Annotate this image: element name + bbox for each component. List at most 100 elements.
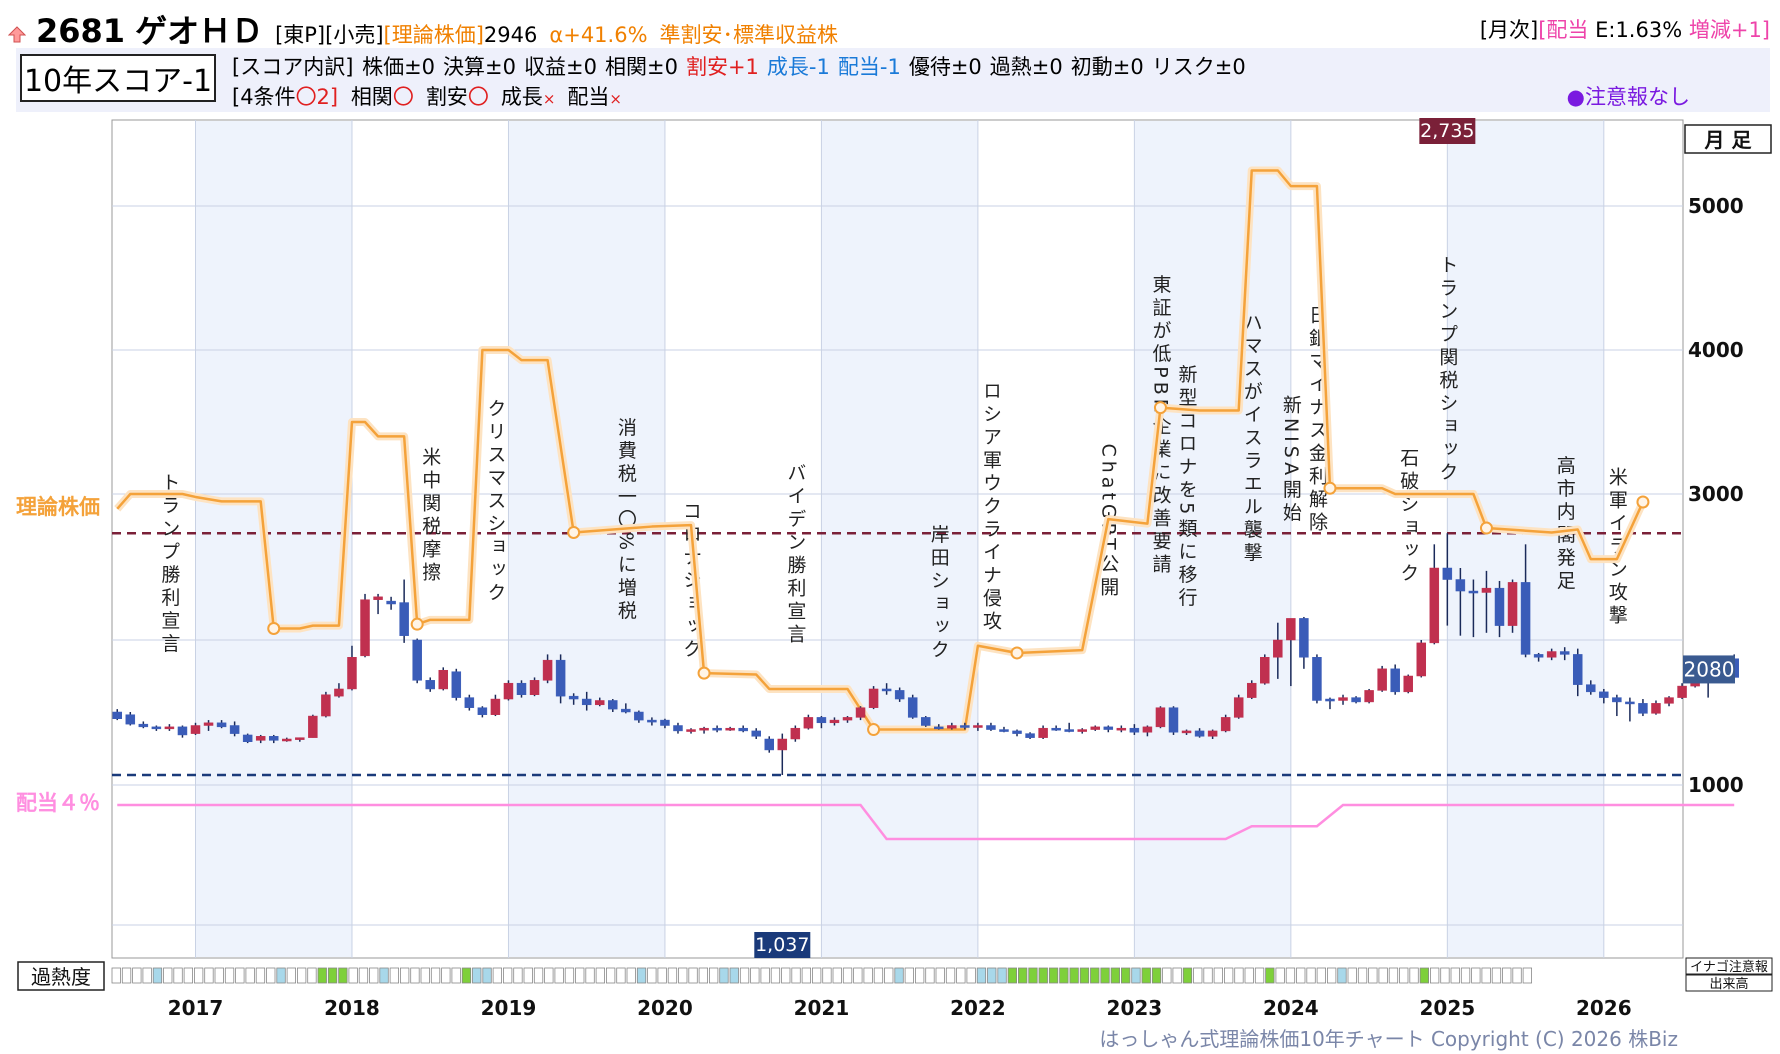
candle-body: [1599, 691, 1609, 698]
candle-body: [1377, 668, 1387, 691]
market-tag: [東P][小売][理論株価]2946: [275, 23, 538, 47]
heat-cell: [606, 967, 616, 984]
heat-cell: [1306, 967, 1316, 984]
heat-cell: [822, 967, 832, 984]
ten-year-score: 10年スコア-1: [20, 54, 216, 102]
candle-body: [673, 725, 683, 732]
four-conditions: [4条件〇2] 相関〇 割安〇 成長× 配当×: [232, 81, 622, 111]
theory-marker: [697, 666, 711, 680]
year-shade: [821, 121, 978, 957]
inago-label: イナゴ注意報: [1690, 959, 1768, 975]
x-tick-label: 2021: [794, 996, 850, 1020]
candle-body: [1012, 730, 1022, 734]
candle-body: [920, 717, 931, 726]
heat-cell: [533, 967, 544, 984]
min-price-label: 1,037: [755, 934, 809, 956]
year-shade: [508, 121, 665, 957]
heat-cell: [1069, 967, 1079, 984]
heat-cell: [502, 967, 513, 984]
score-item: 成長-1: [766, 55, 830, 79]
score-item: 決算±0: [443, 55, 517, 79]
candle-body: [1677, 685, 1687, 698]
heat-cell: [1296, 967, 1306, 984]
dividend-yield-line: [117, 803, 1735, 841]
heat-cell: [1234, 967, 1244, 984]
heat-cell: [204, 967, 214, 984]
candle-body: [1572, 654, 1583, 685]
candle-body: [1638, 703, 1648, 714]
score-item: 過熱±0: [989, 55, 1063, 79]
heat-cell: [1100, 967, 1110, 984]
heat-cell: [709, 967, 719, 984]
heat-cell: [1244, 967, 1254, 984]
candle-body: [1416, 642, 1427, 677]
heat-cell: [1254, 967, 1265, 984]
up-arrow-icon: [8, 26, 26, 43]
candle-body: [660, 719, 670, 726]
period-tag: [月次]: [1479, 18, 1539, 42]
y-tick-label: 5000: [1688, 194, 1744, 218]
heat-cell: [842, 967, 853, 984]
heat-cell: [750, 967, 760, 984]
heat-cell: [729, 967, 739, 984]
candles: [112, 533, 1739, 775]
event-label: バイデン勝利宣言: [784, 463, 806, 647]
heat-cell: [1275, 967, 1285, 984]
candle-body: [1090, 726, 1101, 730]
candle-body: [1625, 701, 1635, 705]
y-tick-label: 1000: [1688, 773, 1744, 797]
heat-cell: [492, 967, 503, 984]
heat-cell: [173, 967, 183, 984]
heat-cell: [235, 967, 245, 984]
theory-marker: [1479, 521, 1493, 535]
alpha-value: α+41.6%: [549, 23, 648, 47]
candle-body: [621, 708, 631, 713]
candle-body: [1442, 567, 1453, 580]
dividend-axis-label: 配当４％: [16, 791, 100, 815]
heat-cell: [1265, 967, 1275, 984]
candle-body: [1403, 675, 1413, 693]
heat-cell: [410, 967, 420, 984]
heat-cell: [163, 967, 173, 984]
candle-body: [255, 736, 266, 741]
heat-cell: [132, 967, 142, 984]
candle-body: [1273, 639, 1283, 658]
candle-body: [1429, 567, 1440, 644]
heat-cell: [1419, 967, 1429, 984]
heat-cell: [1399, 967, 1409, 984]
heat-cell: [1007, 967, 1017, 984]
theory-marker: [1636, 495, 1650, 509]
candle-body: [999, 729, 1009, 732]
heat-cell: [1224, 967, 1234, 984]
heat-cell: [482, 967, 492, 984]
heat-cell: [812, 967, 822, 984]
heat-cell: [1059, 967, 1069, 984]
heat-cell: [224, 967, 235, 984]
heat-cell: [801, 967, 811, 984]
candle-body: [594, 700, 605, 706]
condition-item: 相関〇: [350, 85, 414, 109]
heat-cell: [369, 967, 379, 984]
heat-cell: [296, 967, 307, 984]
candle-body: [321, 694, 331, 717]
dividend-yield: E:1.63%: [1595, 18, 1683, 42]
heat-cell: [945, 967, 956, 984]
heat-cell: [276, 967, 286, 984]
candle-body: [855, 707, 866, 718]
candle-body: [803, 717, 814, 729]
theory-price-label: [理論株価]: [383, 23, 484, 47]
candle-body: [216, 722, 227, 728]
heat-cell: [1347, 967, 1357, 984]
heat-cell: [575, 967, 585, 984]
heat-cell: [379, 967, 389, 984]
candle-body: [1181, 730, 1192, 734]
event-label: 新型コロナを5類に移行: [1176, 364, 1198, 610]
score-item: 優待±0: [908, 55, 982, 79]
heat-cell: [1316, 967, 1326, 984]
heat-cell: [853, 967, 863, 984]
candle-body: [568, 695, 579, 700]
heat-cell: [183, 967, 194, 984]
candle-body: [529, 680, 540, 695]
